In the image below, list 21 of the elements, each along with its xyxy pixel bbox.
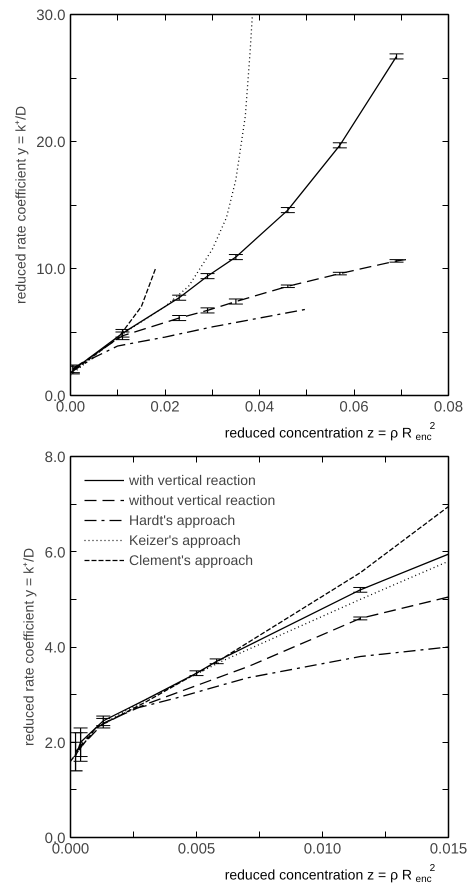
- y-tick-label: 4.0: [44, 640, 66, 656]
- x-tick-label: 0.015: [430, 840, 468, 858]
- y-tick-label: 8.0: [44, 449, 66, 466]
- y-tick-label: 30.0: [36, 7, 66, 24]
- x-tick-label: 0.06: [339, 398, 369, 416]
- y-axis-title: reduced rate coefficient y = k⁺/D: [12, 106, 28, 304]
- legend-label: Clement's approach: [129, 552, 254, 568]
- x-tick-label: 0.08: [434, 398, 464, 416]
- x-tick-label: 0.02: [150, 398, 180, 416]
- legend-label: with vertical reaction: [129, 472, 256, 488]
- y-axis-title: reduced rate coefficient y = k⁺/D: [20, 548, 37, 746]
- x-tick-label: 0.010: [304, 840, 342, 858]
- legend-label: Hardt's approach: [129, 512, 236, 528]
- y-tick-label: 6.0: [44, 544, 66, 562]
- legend-label: without vertical reaction: [129, 492, 276, 508]
- y-tick-label: 10.0: [36, 261, 66, 278]
- legend-label: Keizer's approach: [129, 532, 241, 548]
- y-tick-label: 2.0: [44, 734, 66, 752]
- x-tick-label: 0.005: [178, 840, 216, 858]
- y-tick-label: 20.0: [36, 134, 66, 151]
- x-tick-label: 0.04: [244, 398, 274, 416]
